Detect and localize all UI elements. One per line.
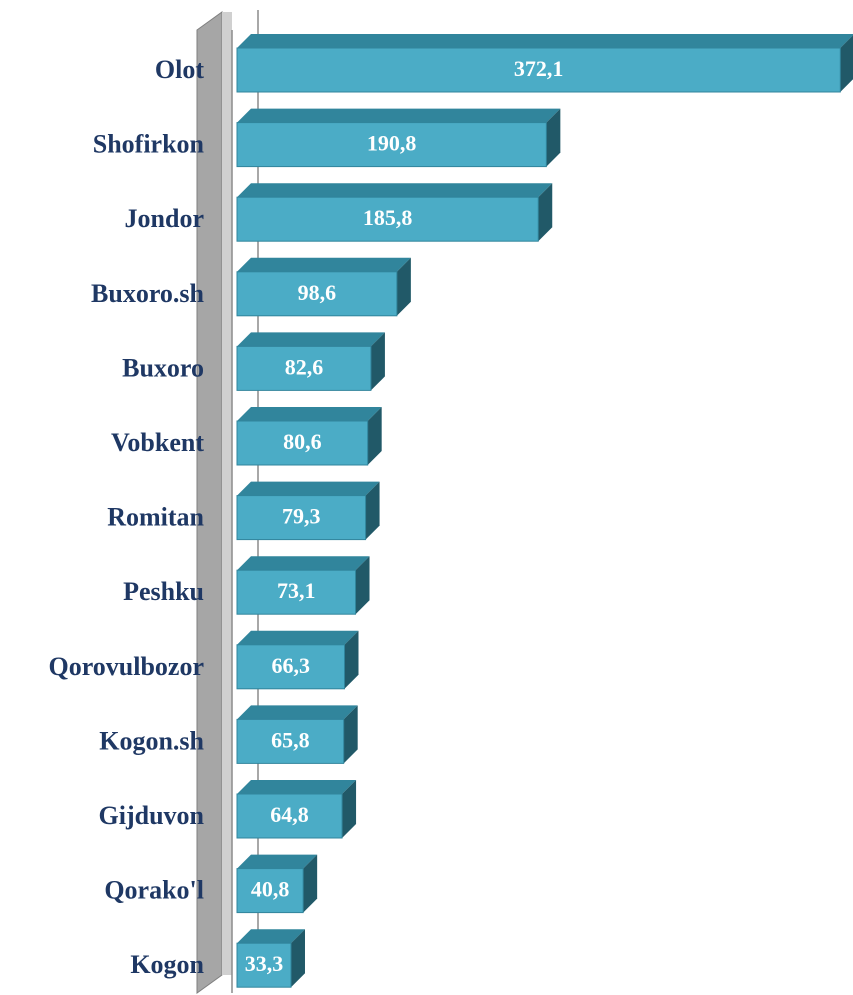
bar-side xyxy=(370,332,385,391)
value-label: 33,3 xyxy=(245,951,284,976)
bar-side xyxy=(303,854,318,913)
bar-top xyxy=(237,332,385,347)
category-label: Buxoro xyxy=(122,353,204,382)
bar-top xyxy=(237,854,318,869)
bar xyxy=(236,644,345,690)
value-label: 40,8 xyxy=(251,877,290,902)
bar-top xyxy=(237,34,853,48)
bar-side xyxy=(396,257,411,316)
value-label: 190,8 xyxy=(367,131,417,156)
bar-side xyxy=(538,183,553,242)
axis-wall-edge xyxy=(222,12,232,975)
bar-top xyxy=(237,257,411,272)
category-label: Romitan xyxy=(107,503,204,532)
category-label: Peshku xyxy=(123,577,204,606)
value-label: 98,6 xyxy=(298,280,337,305)
bar xyxy=(236,196,539,242)
bar-side xyxy=(367,407,382,465)
bar-top xyxy=(237,481,380,496)
bar-top xyxy=(237,630,359,645)
bar-top xyxy=(237,183,553,198)
bar xyxy=(236,718,345,764)
bar-side xyxy=(840,35,853,92)
bar-side xyxy=(342,780,357,838)
category-label: Kogon xyxy=(130,950,204,979)
category-label: Buxoro.sh xyxy=(91,279,204,308)
bar xyxy=(236,271,398,317)
bar xyxy=(236,122,547,168)
value-label: 66,3 xyxy=(271,653,310,678)
bar xyxy=(236,942,292,988)
bar-side xyxy=(365,481,380,540)
bar-side xyxy=(546,108,561,167)
value-label: 79,3 xyxy=(282,504,321,529)
category-label: Shofirkon xyxy=(93,130,205,159)
bar-side xyxy=(343,705,358,764)
bar-top xyxy=(237,556,370,571)
value-label: 185,8 xyxy=(363,205,413,230)
category-label: Kogon.sh xyxy=(99,726,204,755)
bar-side xyxy=(355,556,370,615)
bar-side xyxy=(290,929,305,988)
bar-top xyxy=(237,929,305,944)
bar-top xyxy=(237,108,561,123)
value-label: 73,1 xyxy=(277,578,316,603)
category-label: Vobkent xyxy=(111,428,204,457)
bar-top xyxy=(237,780,357,794)
bar-side xyxy=(344,630,359,689)
bar xyxy=(236,495,367,541)
bar xyxy=(236,47,841,93)
value-label: 65,8 xyxy=(271,727,310,752)
category-label: Olot xyxy=(155,55,204,84)
bar xyxy=(236,868,304,914)
bar-top xyxy=(237,407,382,421)
bar xyxy=(236,345,372,391)
bar xyxy=(236,569,357,615)
category-label: Qorovulbozor xyxy=(48,652,204,681)
value-label: 64,8 xyxy=(270,802,309,827)
value-label: 82,6 xyxy=(285,354,324,379)
bar xyxy=(236,420,369,466)
category-label: Gijduvon xyxy=(99,801,205,830)
bar-top xyxy=(237,705,358,720)
bar xyxy=(236,793,343,839)
value-label: 80,6 xyxy=(283,429,322,454)
category-label: Jondor xyxy=(125,204,204,233)
category-label: Qorako'l xyxy=(104,876,204,905)
value-label: 372,1 xyxy=(514,56,564,81)
